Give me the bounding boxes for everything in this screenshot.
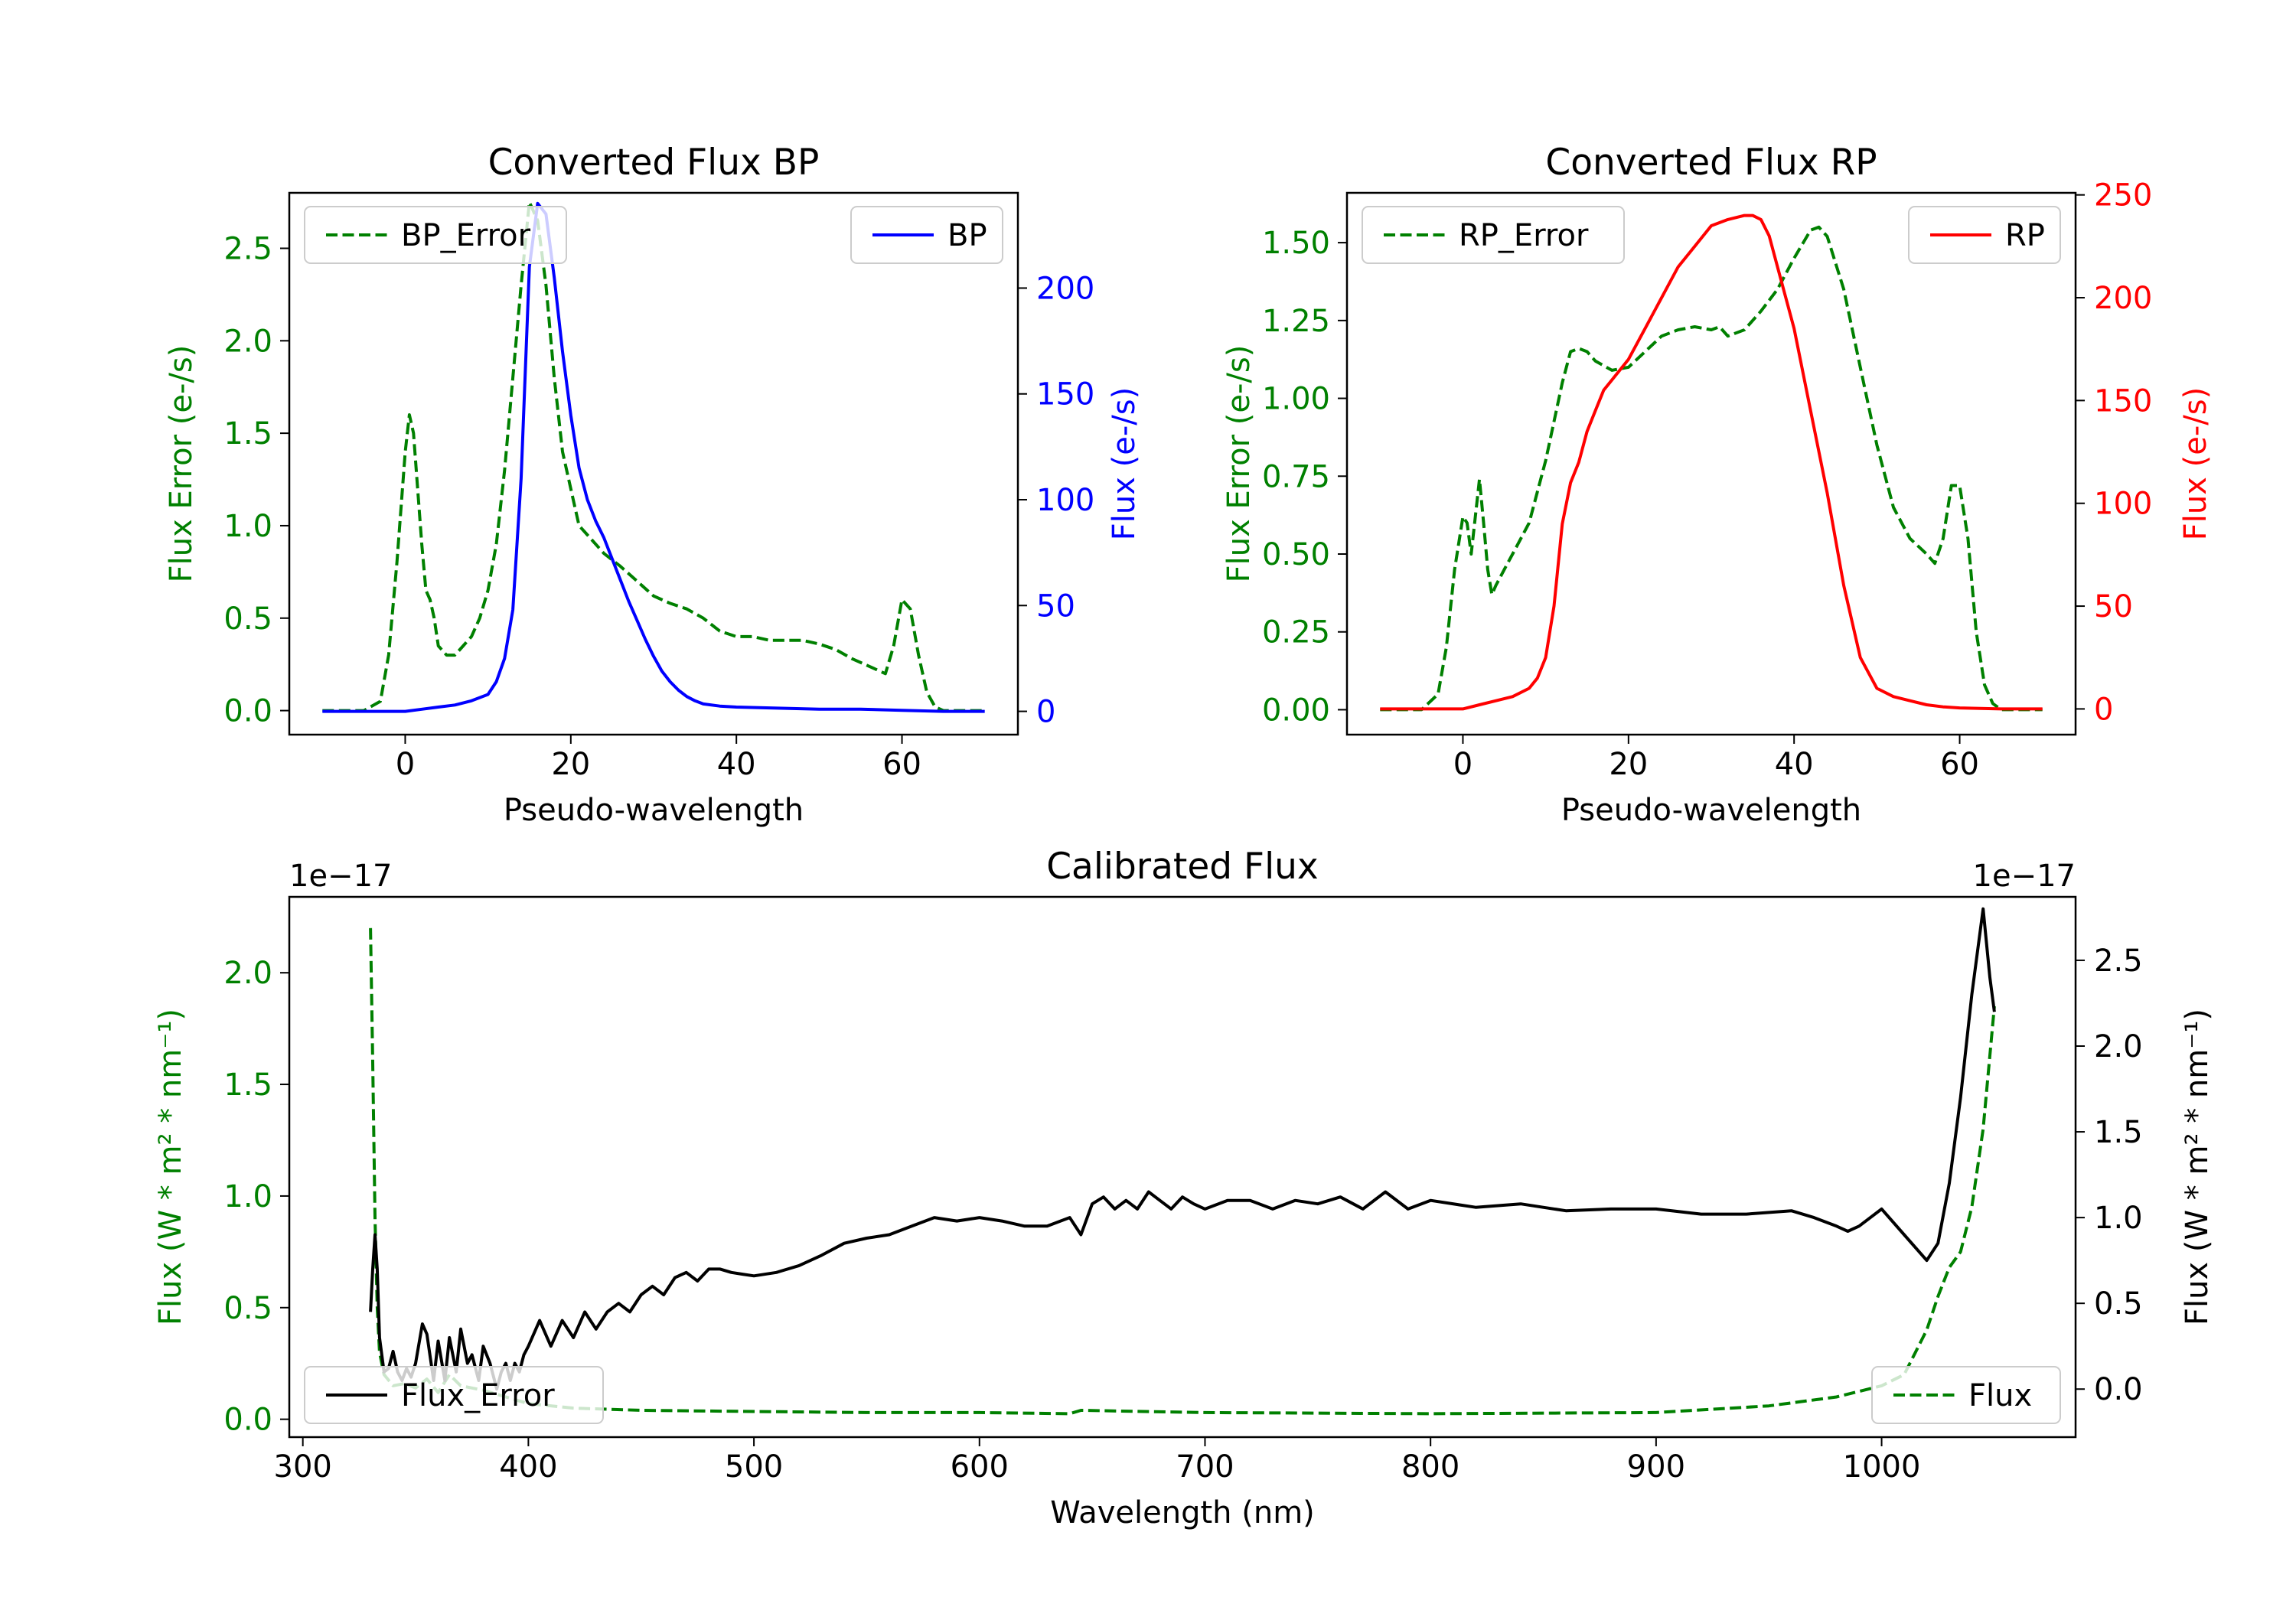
y-right-tick-label: 150 <box>1036 377 1094 412</box>
y-left-tick-label: 0.0 <box>223 694 272 729</box>
y-left-tick-label: 1.5 <box>223 416 272 451</box>
axes-frame <box>1345 191 2077 736</box>
axes-frame <box>288 895 2077 1439</box>
y-left-tick-label: 0.75 <box>1262 459 1330 494</box>
x-tick-label: 800 <box>1401 1449 1459 1485</box>
x-tick-label: 20 <box>551 747 590 782</box>
x-tick-label: 20 <box>1609 747 1648 782</box>
legend-label: RP <box>2005 218 2045 253</box>
y-left-tick-label: 1.0 <box>223 509 272 544</box>
y-left-tick-label: 0.5 <box>223 601 272 637</box>
y-right-tick-label: 0.5 <box>2094 1286 2143 1322</box>
y-left-tick-label: 1.0 <box>223 1179 272 1214</box>
x-tick-label: 1000 <box>1843 1449 1921 1485</box>
x-tick-label: 500 <box>725 1449 783 1485</box>
y-right-tick-label: 0 <box>2094 692 2113 727</box>
legend-box <box>1871 1366 2061 1424</box>
x-tick-label: 40 <box>1775 747 1814 782</box>
y-right-tick-label: 1.0 <box>2094 1201 2143 1236</box>
x-tick-label: 900 <box>1627 1449 1685 1485</box>
y-right-tick-label: 100 <box>1036 483 1094 518</box>
legend-label: BP_Error <box>401 218 531 253</box>
legend-box <box>304 206 567 264</box>
x-tick-label: 0 <box>1453 747 1473 782</box>
y-right-tick-label: 200 <box>1036 271 1094 306</box>
x-tick-label: 300 <box>274 1449 332 1485</box>
series-line-bp-error <box>322 200 985 712</box>
x-tick-label: 60 <box>882 747 921 782</box>
x-tick-label: 700 <box>1176 1449 1234 1485</box>
y-left-axis-label: Flux (W * m² * nm⁻¹) <box>153 1009 188 1325</box>
y-right-tick-label: 50 <box>1036 588 1075 624</box>
series-line-rp-error <box>1380 225 2043 712</box>
y-left-tick-label: 2.0 <box>223 324 272 359</box>
chart-title: Converted Flux RP <box>1545 142 1877 184</box>
axes-frame <box>288 191 1019 736</box>
y-right-tick-label: 2.0 <box>2094 1029 2143 1064</box>
y-left-tick-label: 2.0 <box>223 956 272 991</box>
y-right-tick-label: 0.0 <box>2094 1372 2143 1407</box>
calibrated-flux-chart: 300 400 500 600 700 800 900 1000 0.0 0.5 1.0 1.5 2.0… <box>153 846 2215 1530</box>
y-right-tick-label: 200 <box>2094 281 2152 316</box>
x-axis-label: Pseudo-wavelength <box>1561 793 1861 828</box>
y-left-tick-label: 1.25 <box>1262 304 1330 339</box>
x-tick-label: 60 <box>1940 747 1979 782</box>
chart-title: Calibrated Flux <box>1046 846 1319 888</box>
y-left-axis-label: Flux Error (e-/s) <box>164 345 199 583</box>
legend-label: Flux_Error <box>401 1378 555 1413</box>
x-tick-label: 0 <box>396 747 415 782</box>
x-tick-label: 600 <box>951 1449 1009 1485</box>
series-group <box>322 200 985 713</box>
rp-chart: 0 20 40 60 0.00 0.25 0.50 0.75 1.00 1.25 1.50 0 50 10… <box>1221 142 2213 828</box>
legend-box <box>304 1366 604 1424</box>
chart-title: Converted Flux BP <box>488 142 820 184</box>
y-left-tick-label: 0.00 <box>1262 693 1330 728</box>
legend-rp: RP <box>1908 206 2061 264</box>
legend-bp-error: BP_Error <box>304 206 567 264</box>
legend-flux-error: Flux <box>1871 1366 2061 1424</box>
legend-label: RP_Error <box>1459 218 1589 253</box>
bp-chart: 0 20 40 60 0.0 0.5 1.0 1.5 2.0 2.5 0 50 100 150 200 Con… <box>164 142 1142 828</box>
y-left-tick-label: 0.5 <box>223 1291 272 1326</box>
y-right-offset-label: 1e−17 <box>1973 859 2076 894</box>
y-right-tick-label: 2.5 <box>2094 944 2143 979</box>
y-left-axis-label: Flux Error (e-/s) <box>1221 345 1257 583</box>
y-left-tick-label: 1.00 <box>1262 382 1330 417</box>
y-right-tick-label: 50 <box>2094 589 2133 624</box>
x-axis-label: Wavelength (nm) <box>1050 1495 1315 1530</box>
y-left-tick-label: 0.50 <box>1262 537 1330 572</box>
y-right-axis-label: Flux (e-/s) <box>2178 387 2213 540</box>
legend-label: BP <box>947 218 987 253</box>
y-right-tick-label: 0 <box>1036 695 1055 730</box>
legend-rp-error: RP_Error <box>1362 206 1625 264</box>
legend-label: Flux <box>1968 1378 2032 1413</box>
legend-box <box>1362 206 1625 264</box>
y-right-tick-label: 250 <box>2094 178 2152 214</box>
y-right-tick-label: 100 <box>2094 487 2152 522</box>
y-right-tick-label: 1.5 <box>2094 1115 2143 1150</box>
series-line-rp <box>1380 214 2043 711</box>
x-axis-label: Pseudo-wavelength <box>504 793 804 828</box>
y-left-tick-label: 0.0 <box>223 1403 272 1438</box>
y-left-tick-label: 1.5 <box>223 1068 272 1103</box>
series-line-bp <box>322 201 985 713</box>
y-right-axis-label: Flux (W * m² * nm⁻¹) <box>2180 1009 2215 1325</box>
y-left-tick-label: 1.50 <box>1262 226 1330 261</box>
legend-bp: BP <box>850 206 1003 264</box>
series-line-flux <box>369 907 1996 1391</box>
x-tick-label: 400 <box>499 1449 557 1485</box>
legend-flux: Flux_Error <box>304 1366 604 1424</box>
x-tick-label: 40 <box>717 747 756 782</box>
y-left-tick-label: 0.25 <box>1262 615 1330 650</box>
y-left-offset-label: 1e−17 <box>289 859 392 894</box>
y-left-tick-label: 2.5 <box>223 231 272 266</box>
series-group <box>1380 214 2043 712</box>
y-right-axis-label: Flux (e-/s) <box>1107 387 1142 540</box>
y-right-tick-label: 150 <box>2094 383 2152 419</box>
